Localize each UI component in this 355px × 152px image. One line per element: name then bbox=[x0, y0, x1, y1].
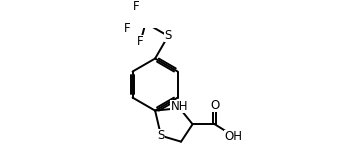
Text: O: O bbox=[210, 99, 219, 112]
Text: NH: NH bbox=[170, 100, 188, 113]
Text: F: F bbox=[137, 35, 144, 48]
Text: F: F bbox=[132, 0, 139, 12]
Text: S: S bbox=[157, 129, 165, 142]
Text: H: H bbox=[176, 100, 183, 110]
Text: S: S bbox=[164, 29, 172, 42]
Text: F: F bbox=[124, 21, 130, 35]
Text: OH: OH bbox=[224, 130, 242, 143]
